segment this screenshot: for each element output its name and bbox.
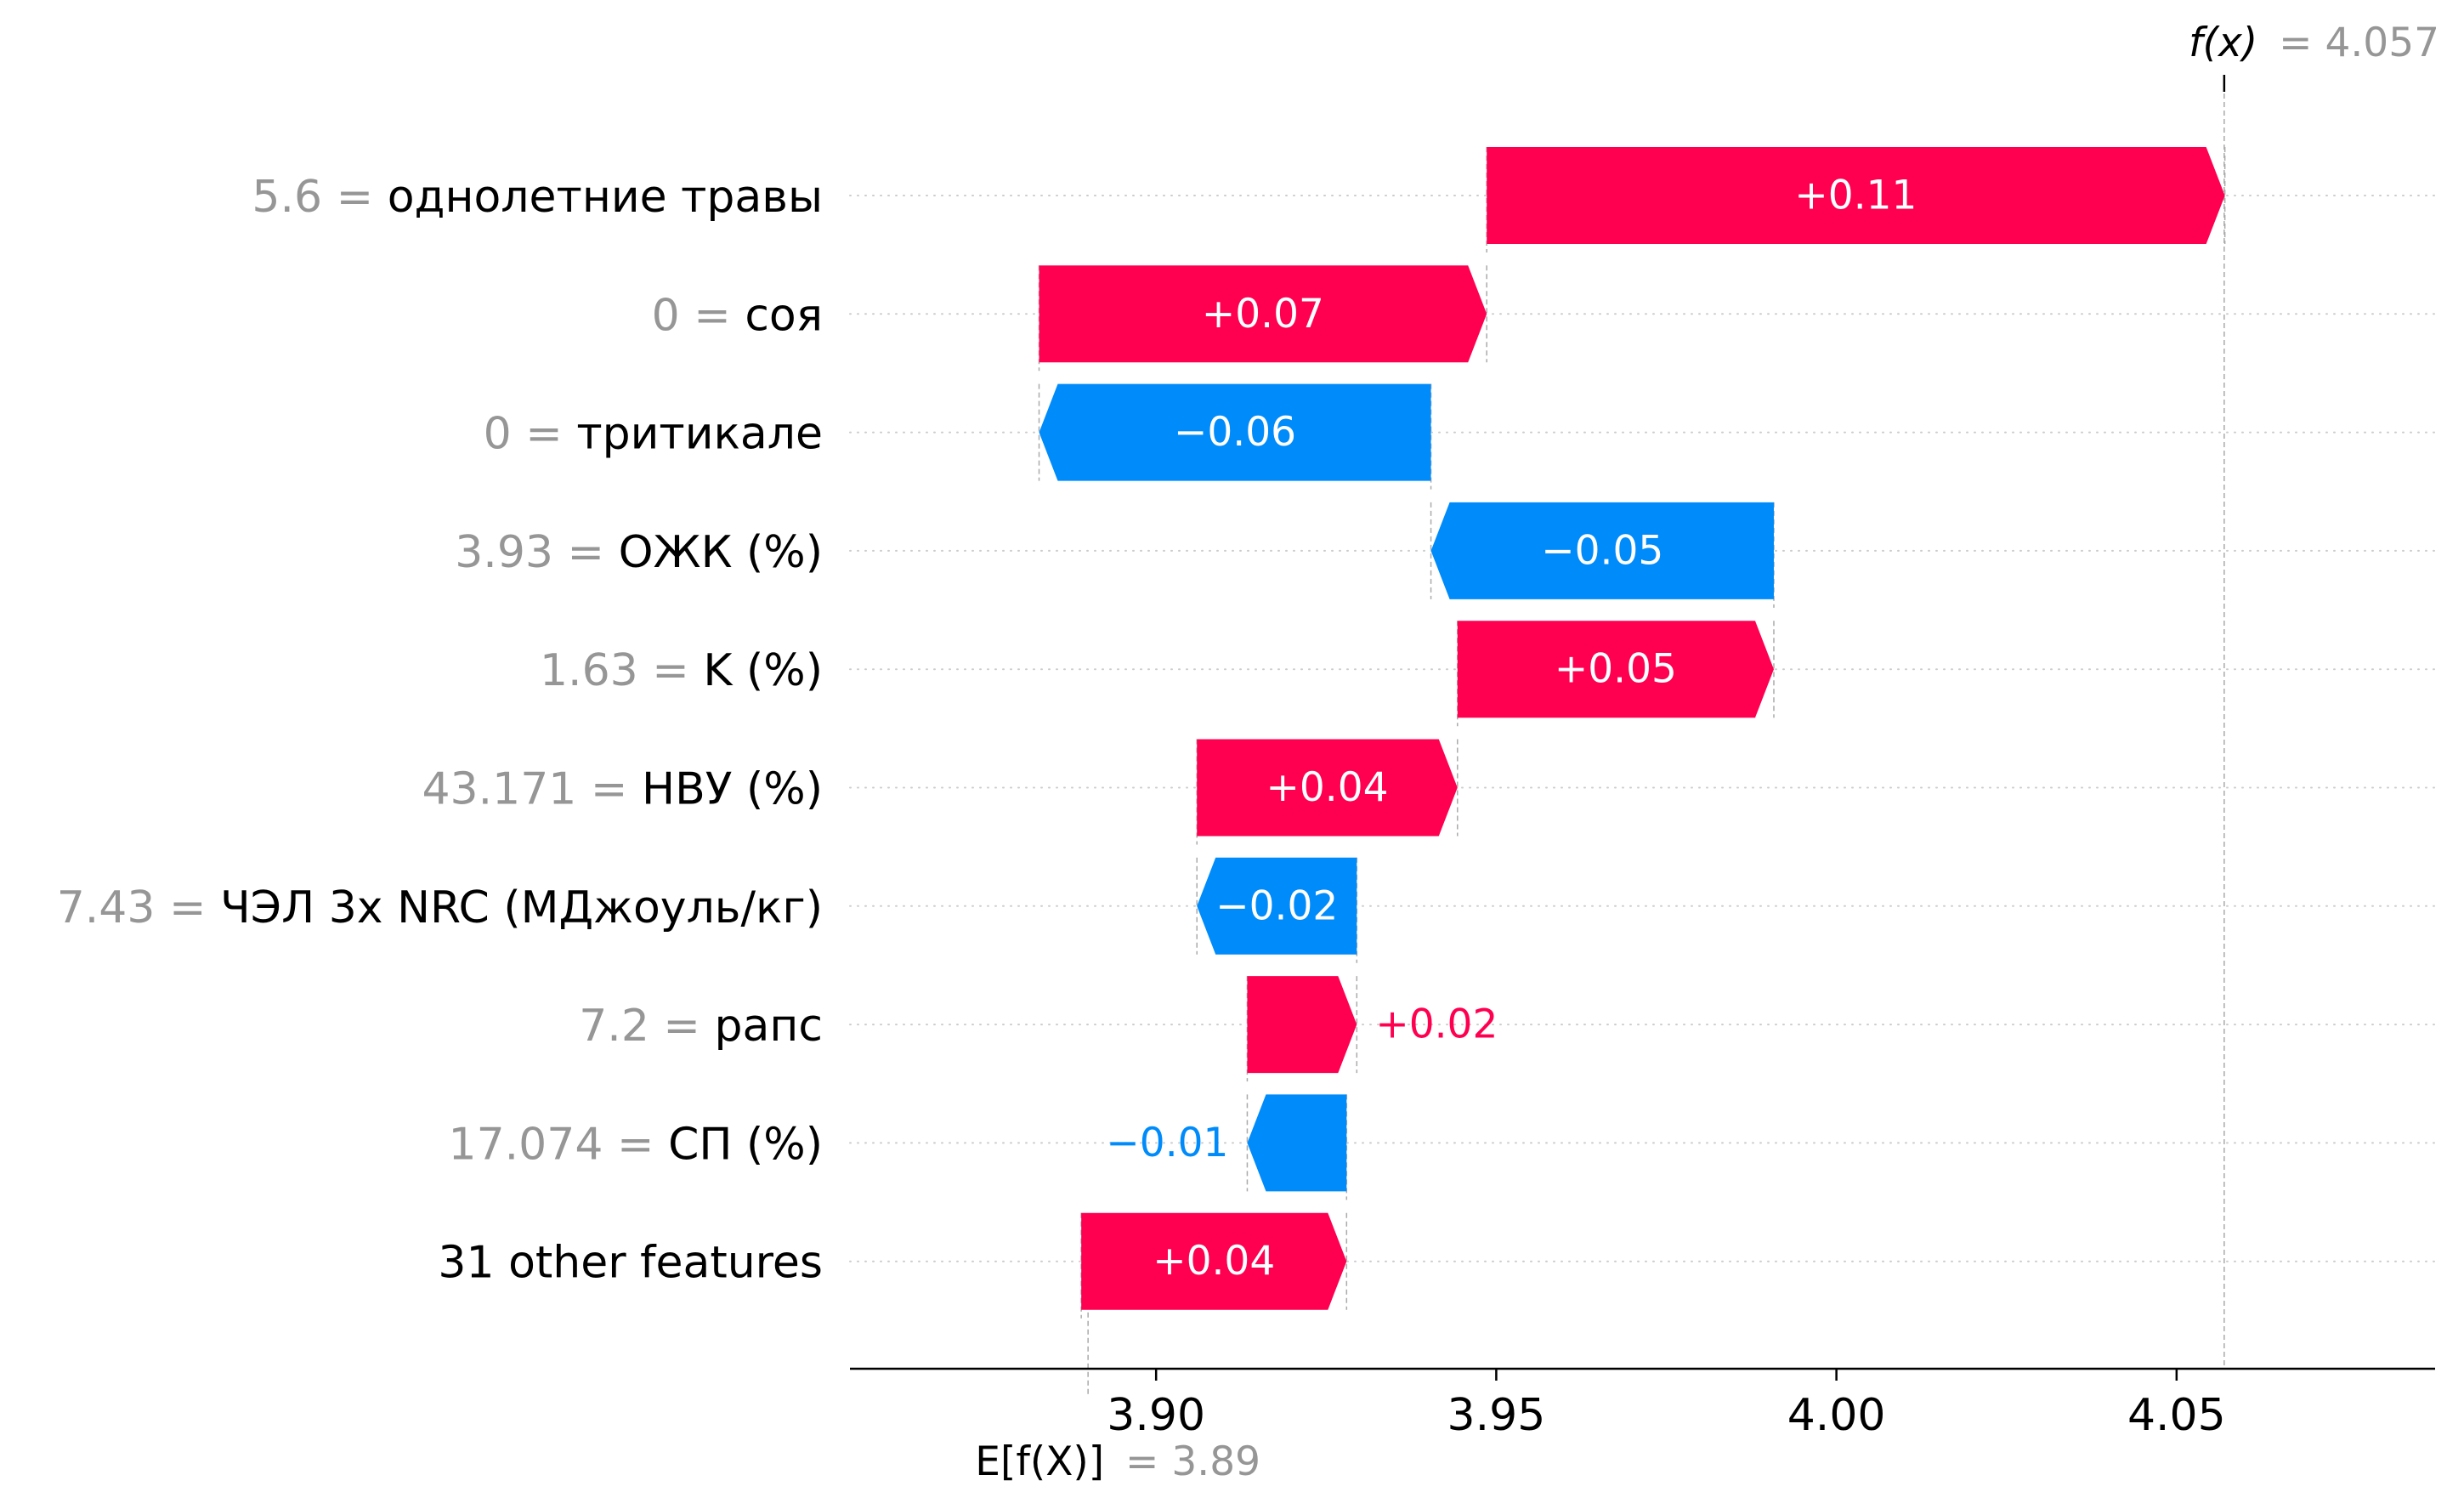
x-tick-label: 3.90 xyxy=(1107,1390,1205,1441)
negative-bar xyxy=(1197,857,1357,955)
bar-value-label: +0.04 xyxy=(1266,764,1388,811)
feature-label: 31 other features xyxy=(438,1238,823,1289)
feature-value: 0 = xyxy=(652,290,745,341)
output-value-label: f(x) = 4.057 xyxy=(2189,20,2439,66)
bar-layer: +0.11 +0.07 −0.06 −0.05 +0.05 +0.04 −0.02 +0.02… xyxy=(1039,147,2225,1310)
feature-label: 7.2 = рапс xyxy=(579,1001,823,1052)
base-label: E[f(X)] xyxy=(975,1438,1104,1485)
bar-value-label: −0.01 xyxy=(1106,1120,1228,1166)
feature-label: 0 = тритикале xyxy=(484,409,823,460)
feature-name: тритикале xyxy=(576,409,823,460)
bar-value-label: +0.05 xyxy=(1555,646,1677,693)
feature-label: 1.63 = K (%) xyxy=(540,645,823,696)
feature-value: 7.43 = xyxy=(57,882,220,933)
feature-value: 43.171 = xyxy=(422,764,642,815)
positive-bar xyxy=(1457,621,1774,718)
feature-label: 17.074 = СП (%) xyxy=(448,1119,823,1170)
bar-value-label: +0.07 xyxy=(1202,291,1324,338)
feature-name: K (%) xyxy=(703,645,823,696)
x-tick-label: 3.95 xyxy=(1447,1390,1546,1441)
negative-bar xyxy=(1039,383,1431,481)
base-annotation: E[f(X)] = 3.89 xyxy=(975,1438,1260,1485)
x-tick-label: 4.00 xyxy=(1787,1390,1886,1441)
positive-bar xyxy=(1039,265,1487,363)
bar-value-label: +0.11 xyxy=(1794,173,1917,219)
feature-name: рапс xyxy=(715,1001,823,1052)
negative-bar xyxy=(1247,1094,1347,1192)
positive-bar xyxy=(1487,147,2225,244)
feature-name: НВУ (%) xyxy=(642,764,823,815)
bar-value-label: +0.02 xyxy=(1375,1001,1498,1048)
negative-bar xyxy=(1430,502,1774,599)
feature-value: 17.074 = xyxy=(448,1119,668,1170)
feature-value: 1.63 = xyxy=(540,645,703,696)
base-value: = 3.89 xyxy=(1125,1438,1260,1485)
feature-name: ОЖК (%) xyxy=(619,527,823,578)
bar-value-label: +0.04 xyxy=(1153,1238,1275,1285)
positive-bar xyxy=(1247,976,1357,1074)
positive-bar xyxy=(1197,739,1458,837)
bar-value-label: −0.02 xyxy=(1215,882,1338,929)
feature-name: 31 other features xyxy=(438,1238,823,1289)
positive-bar xyxy=(1081,1212,1347,1310)
x-axis: 3.90 3.95 4.00 4.05 xyxy=(850,1367,2435,1441)
output-annotation: f(x) = 4.057 xyxy=(2189,20,2439,92)
feature-name: соя xyxy=(745,290,823,341)
feature-value: 5.6 = xyxy=(252,172,387,223)
feature-label: 5.6 = однолетние травы xyxy=(252,172,823,223)
feature-label: 7.43 = ЧЭЛ 3х NRC (МДжоуль/кг) xyxy=(57,882,823,933)
feature-value: 3.93 = xyxy=(455,527,618,578)
feature-name: однолетние травы xyxy=(388,172,823,223)
x-tick-label: 4.05 xyxy=(2127,1390,2226,1441)
output-label: f(x) xyxy=(2189,20,2257,66)
feature-value: 0 = xyxy=(484,409,577,460)
output-value: = 4.057 xyxy=(2279,20,2439,66)
base-value-label: E[f(X)] = 3.89 xyxy=(975,1438,1260,1485)
bar-value-label: −0.06 xyxy=(1174,409,1296,456)
feature-name: СП (%) xyxy=(668,1119,823,1170)
bar-value-label: −0.05 xyxy=(1541,527,1663,574)
feature-label: 3.93 = ОЖК (%) xyxy=(455,527,823,578)
feature-label: 0 = соя xyxy=(652,290,823,341)
feature-label: 43.171 = НВУ (%) xyxy=(422,764,823,815)
feature-name: ЧЭЛ 3х NRC (МДжоуль/кг) xyxy=(220,882,823,933)
feature-value: 7.2 = xyxy=(579,1001,714,1052)
